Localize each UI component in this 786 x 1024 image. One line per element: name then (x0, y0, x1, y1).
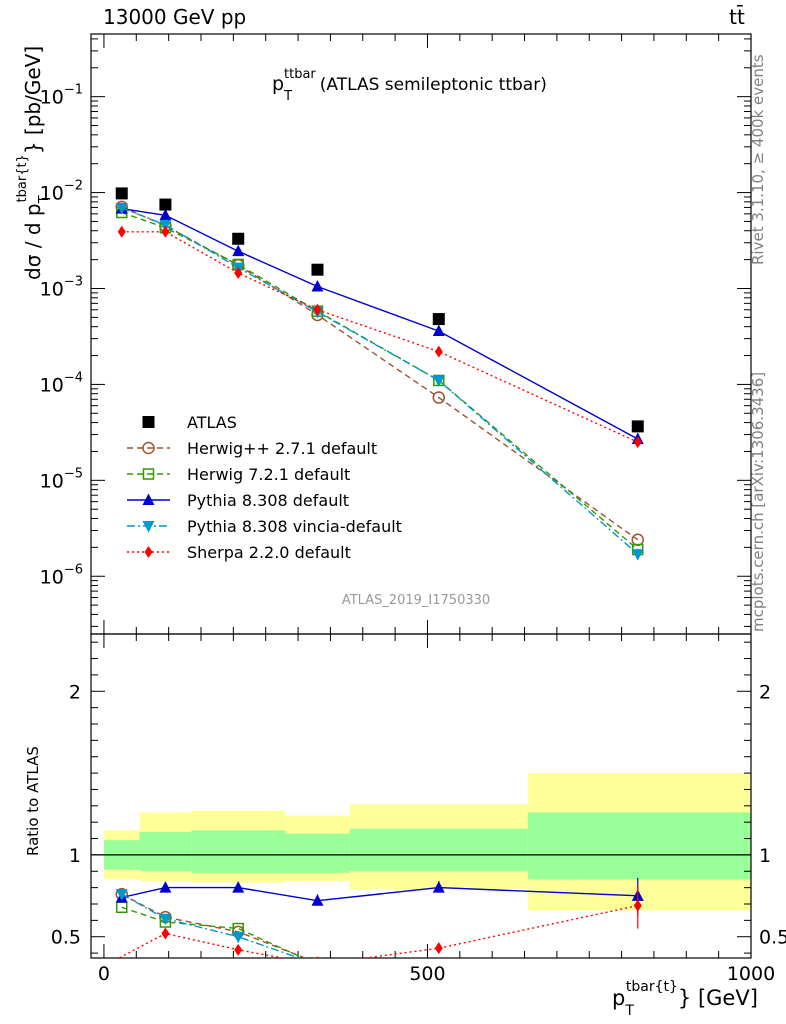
ratio-y-tick-label-right: 2 (759, 681, 771, 703)
header-left: 13000 GeV pp (103, 5, 246, 29)
main-line-sherpa-2-2-0-default (121, 231, 639, 443)
main-point-sherpa-2-2-0-default (234, 267, 243, 280)
ratio-band-inner (527, 812, 751, 880)
main-point-pythia-8-308-vincia-default (432, 375, 445, 387)
legend-marker-atlas (142, 416, 155, 428)
main-y-tick-label: 10−4 (40, 370, 83, 396)
main-point-sherpa-2-2-0-default (161, 225, 170, 238)
xlabel: pTtbar{t}} [GeV] (612, 979, 758, 1019)
x-tick-label: 500 (409, 963, 445, 985)
main-point-sherpa-2-2-0-default (434, 345, 443, 358)
legend-label-herwig-2-7-1-default: Herwig++ 2.7.1 default (187, 439, 377, 458)
ratio-point-sherpa-2-2-0-default (161, 927, 170, 940)
header-right: tt̄ (729, 4, 745, 29)
main-point-sherpa-2-2-0-default (313, 303, 322, 316)
ratio-point-herwig-2-7-1-default (313, 956, 322, 958)
plot-title: pTttbar(ATLAS semileptonic ttbar) (272, 67, 547, 104)
legend-label-herwig-7-2-1-default: Herwig 7.2.1 default (187, 465, 350, 484)
main-point-atlas (311, 263, 324, 276)
main-point-sherpa-2-2-0-default (633, 436, 642, 449)
ratio-ylabel: Ratio to ATLAS (24, 746, 42, 856)
ratio-plot-frame (90, 633, 752, 959)
main-point-atlas (432, 313, 445, 326)
main-point-pythia-8-308-default (432, 324, 445, 337)
main-y-tick-label: 10−1 (40, 83, 83, 109)
main-point-sherpa-2-2-0-default (117, 225, 126, 238)
legend-label-sherpa-2-2-0-default: Sherpa 2.2.0 default (187, 543, 351, 562)
ratio-point-pythia-8-308-vincia-default (232, 931, 245, 944)
ratio-line-pythia-8-308-vincia-default (121, 893, 302, 958)
main-y-tick-label: 10−6 (40, 562, 83, 588)
legend-marker-sherpa-2-2-0-default (144, 546, 153, 558)
x-tick-label: 1000 (727, 963, 775, 985)
ratio-band-inner (139, 832, 192, 872)
main-point-pythia-8-308-default (232, 244, 245, 257)
main-point-atlas (115, 187, 128, 200)
main-y-tick-label: 10−2 (40, 179, 83, 205)
legend-label-pythia-8-308-default: Pythia 8.308 default (187, 491, 349, 510)
ratio-line-herwig-2-7-1-default (121, 893, 307, 958)
main-point-pythia-8-308-default (311, 279, 324, 292)
main-line-pythia-8-308-vincia-default (121, 207, 639, 555)
main-point-pythia-8-308-default (159, 208, 172, 221)
ratio-band-inner (285, 833, 350, 873)
legend-marker-herwig-7-2-1-default (142, 468, 155, 480)
ratio-point-sherpa-2-2-0-default (234, 943, 243, 956)
ratio-point-sherpa-2-2-0-default (434, 942, 443, 955)
legend-marker-herwig-2-7-1-default (142, 441, 155, 455)
ratio-y-tick-label-right: 0.5 (759, 927, 786, 949)
x-tick-label: 0 (98, 963, 110, 985)
main-point-pythia-8-308-vincia-default (159, 219, 172, 232)
ratio-y-tick-label-right: 1 (759, 845, 771, 867)
ratio-point-pythia-8-308-vincia-default (115, 889, 128, 901)
ratio-line-pythia-8-308-default (121, 886, 638, 902)
main-point-atlas (159, 198, 172, 211)
main-y-tick-label: 10−3 (40, 274, 83, 300)
ratio-y-tick-label: 0.5 (51, 927, 81, 949)
ratio-band-inner (349, 828, 528, 872)
legend-marker-pythia-8-308-default (142, 493, 155, 505)
ratio-line-herwig-7-2-1-default (121, 906, 305, 958)
ratio-point-pythia-8-308-default (232, 881, 245, 893)
legend-marker-pythia-8-308-vincia-default (142, 521, 155, 533)
mcplots-label: mcplots.cern.ch [arXiv:1306.3436] (749, 372, 767, 632)
main-line-pythia-8-308-default (121, 207, 639, 440)
ratio-y-tick-label: 1 (69, 845, 81, 867)
main-y-tick-label: 10−5 (40, 466, 83, 492)
legend-label-atlas: ATLAS (187, 413, 237, 432)
main-line-herwig-2-7-1-default (121, 206, 639, 541)
main-point-pythia-8-308-vincia-default (631, 549, 644, 561)
main-point-herwig-2-7-1-default (631, 533, 645, 547)
legend-label-pythia-8-308-vincia-default: Pythia 8.308 vincia-default (187, 517, 402, 536)
main-point-herwig-2-7-1-default (432, 391, 446, 404)
main-ylabel: dσ / d pTtbar{t}} [pb/GeV] (15, 46, 52, 280)
main-point-pythia-8-308-vincia-default (115, 203, 128, 215)
ratio-y-tick-label: 2 (69, 681, 81, 703)
analysis-watermark: ATLAS_2019_I1750330 (342, 593, 490, 608)
rivet-label: Rivet 3.1.10, ≥ 400k events (749, 54, 767, 265)
ratio-line-sherpa-2-2-0-default (117, 904, 638, 958)
ratio-point-pythia-8-308-vincia-default (159, 913, 172, 926)
ratio-band-inner (191, 830, 286, 873)
main-point-atlas (631, 420, 644, 433)
ratio-point-pythia-8-308-default (159, 881, 172, 893)
main-point-atlas (232, 232, 245, 245)
